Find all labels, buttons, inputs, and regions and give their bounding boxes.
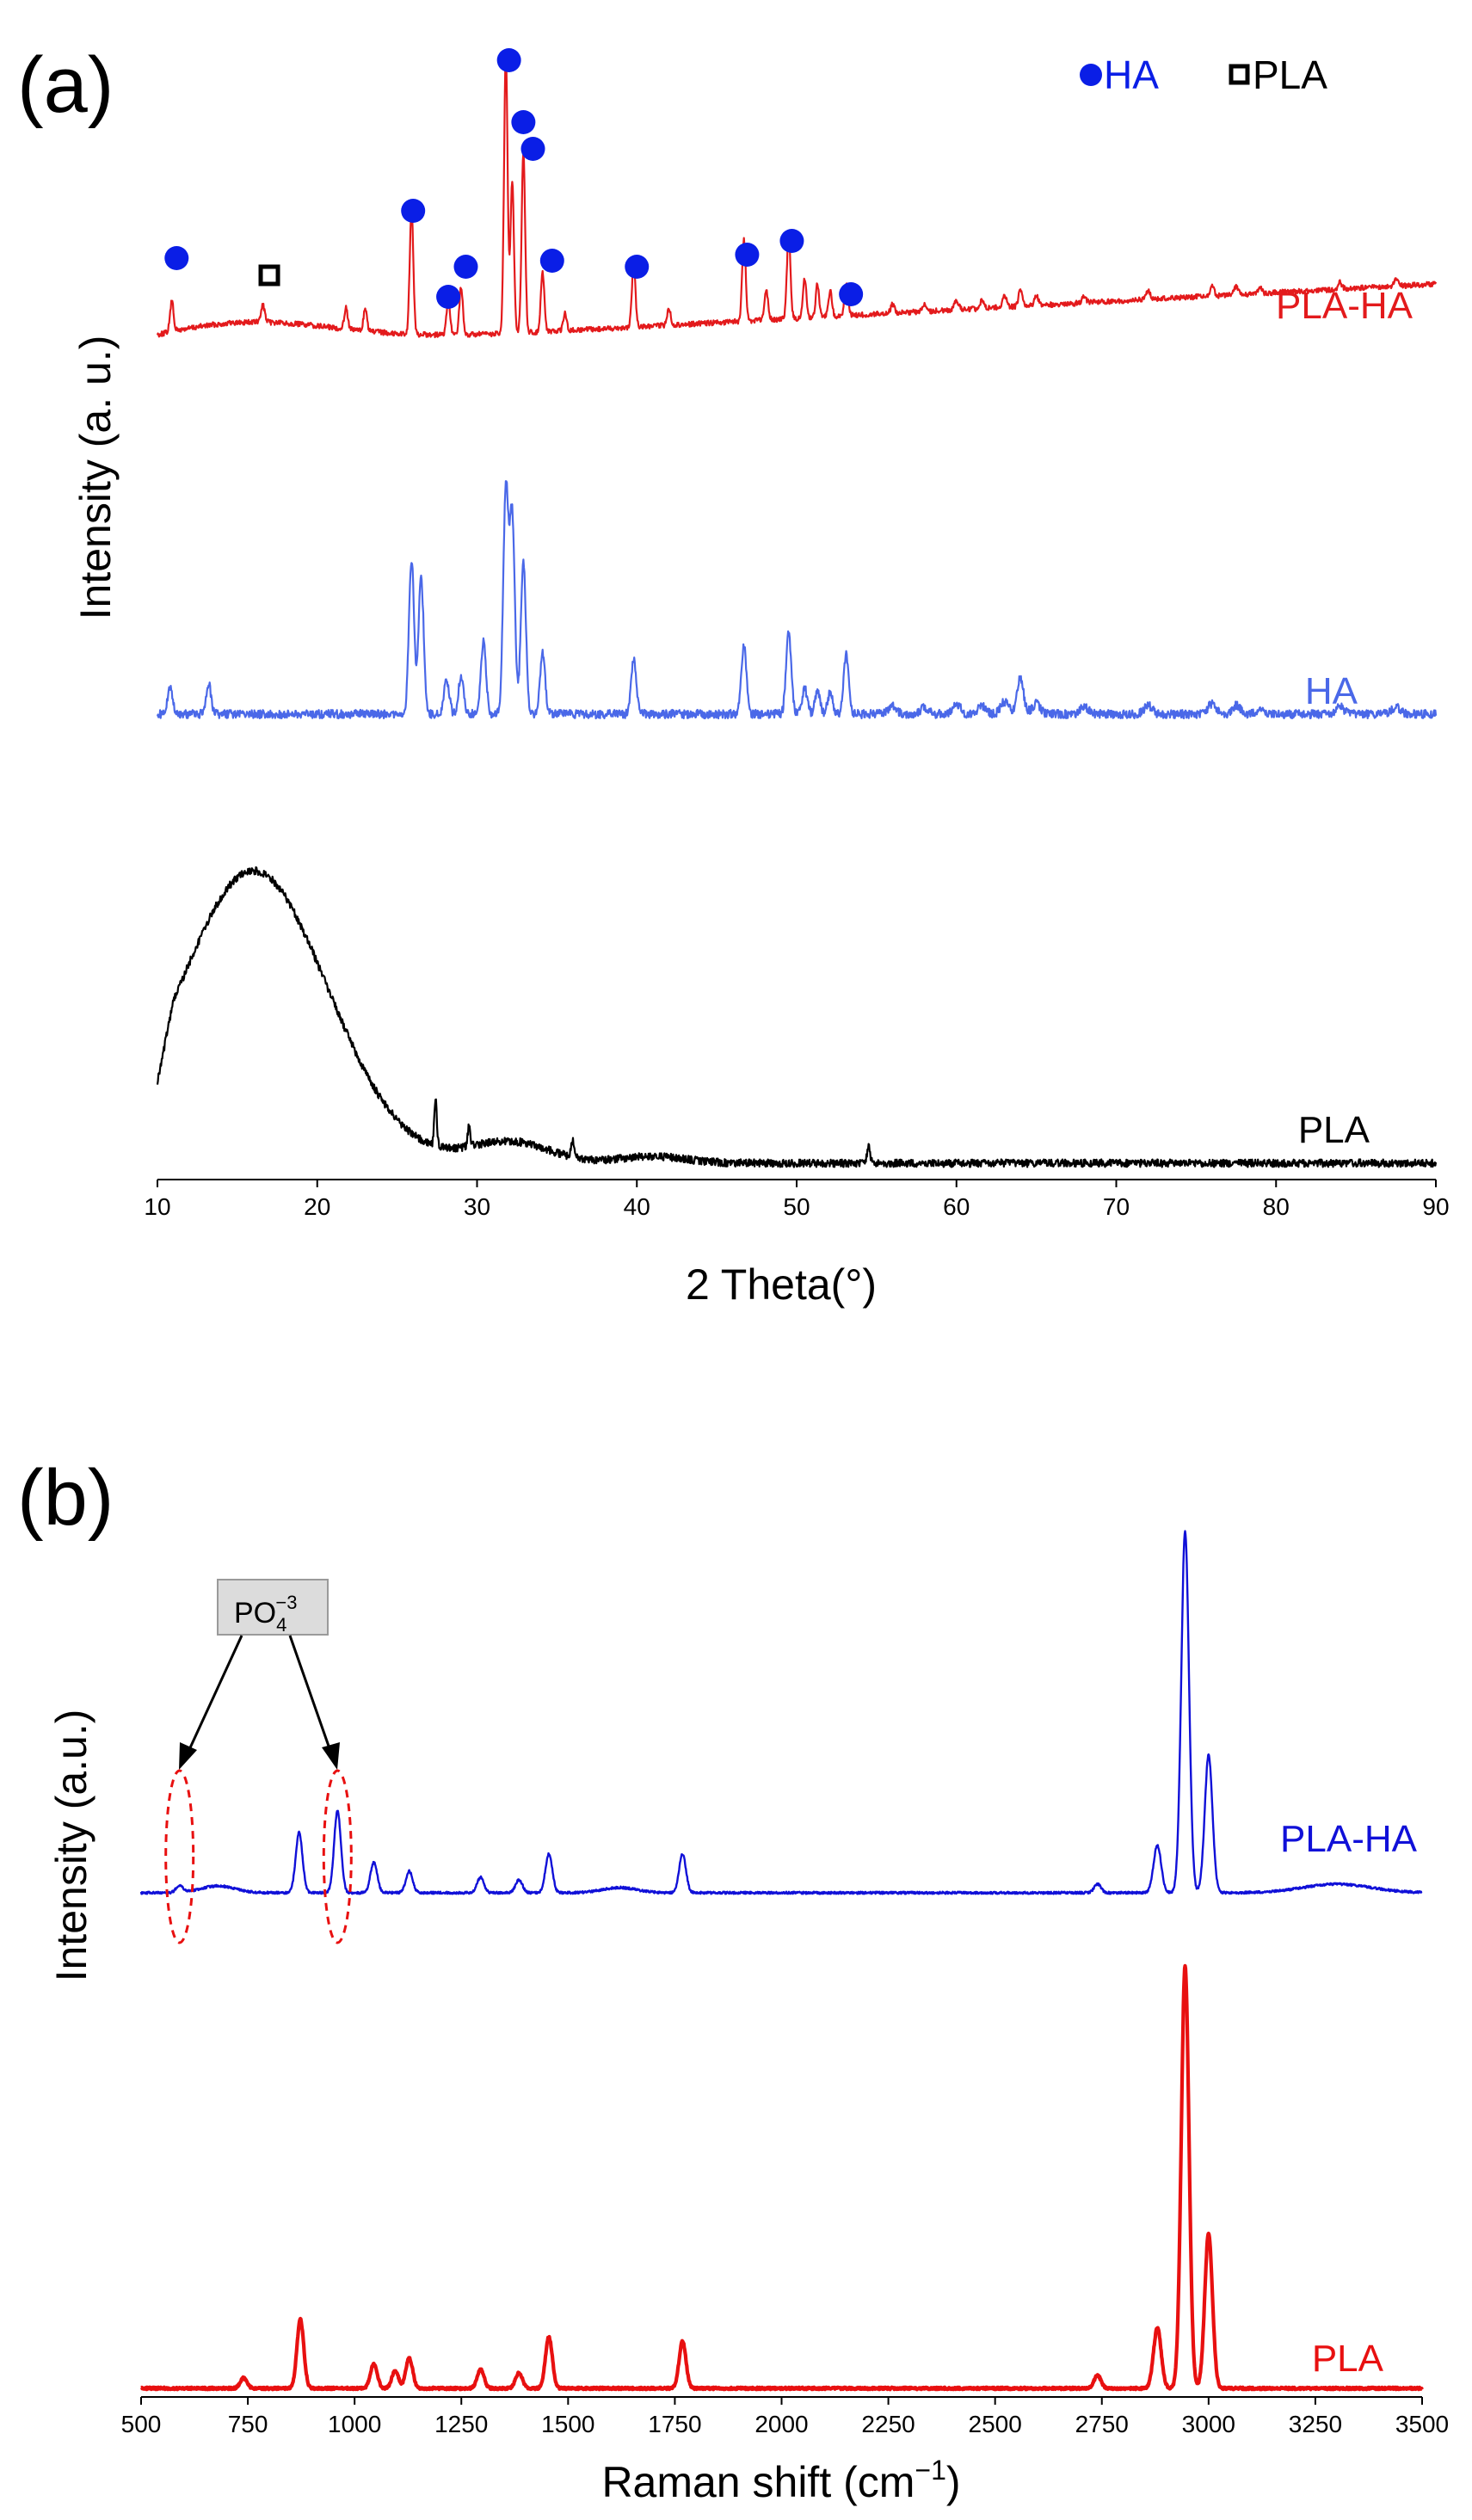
panel-a-series-group xyxy=(156,53,1438,1168)
x-tick-label-a-5: 60 xyxy=(943,1193,970,1220)
x-tick-label-b-0: 500 xyxy=(121,2411,162,2437)
x-tick-label-b-8: 2500 xyxy=(969,2411,1022,2437)
legend-ha-label: HA xyxy=(1104,52,1159,97)
panel-a-peak-markers xyxy=(164,48,864,309)
po4-arrow-right xyxy=(288,1635,333,1754)
series-label-pla-ha-b: PLA-HA xyxy=(1280,1818,1418,1860)
po4-label-box xyxy=(217,1579,329,1636)
po4-arrow-left xyxy=(186,1635,243,1754)
panel-a-x-ticks: 10 20 30 40 50 60 70 80 90 xyxy=(144,1180,1450,1220)
panel-a-y-axis-title: Intensity (a. u.) xyxy=(71,336,120,620)
x-tick-label-b-3: 1250 xyxy=(434,2411,488,2437)
x-tick-label-b-2: 1000 xyxy=(328,2411,381,2437)
x-tick-label-b-7: 2250 xyxy=(861,2411,915,2437)
legend-pla-label: PLA xyxy=(1253,52,1327,97)
series-label-pla-b: PLA xyxy=(1312,2338,1384,2380)
ha-peak-marker-6 xyxy=(511,110,536,134)
panel-b-x-axis-title: Raman shift (cm−1) xyxy=(601,2455,960,2506)
x-tick-label-b-12: 3500 xyxy=(1395,2411,1449,2437)
po4-arrowhead-right xyxy=(322,1742,340,1770)
po4-label: PO4−3 xyxy=(234,1592,297,1636)
ha-peak-marker-7 xyxy=(520,137,545,161)
panel-a-label: (a) xyxy=(17,41,114,129)
ha-peak-marker-5 xyxy=(496,48,521,72)
ha-peak-marker-12 xyxy=(839,282,864,306)
ha-peak-marker-8 xyxy=(539,249,564,273)
po4-region-right xyxy=(322,1769,353,1944)
x-tick-label-b-4: 1500 xyxy=(541,2411,594,2437)
panel-b-x-ticks: 500 750 1000 1250 1500 1750 2000 2250 2500 2750 30… xyxy=(121,2397,1449,2437)
x-tick-label-a-2: 30 xyxy=(464,1193,490,1220)
legend-pla-marker xyxy=(1229,64,1250,85)
series-label-pla-a: PLA xyxy=(1298,1109,1370,1151)
po4-region-left xyxy=(164,1769,195,1944)
xrd-line-pla xyxy=(156,866,1438,1168)
x-tick-label-a-6: 70 xyxy=(1103,1193,1130,1220)
xrd-line-ha xyxy=(156,480,1438,720)
series-label-ha-a: HA xyxy=(1305,670,1358,712)
x-tick-label-a-1: 20 xyxy=(304,1193,330,1220)
ha-peak-marker-0 xyxy=(164,246,189,270)
pla-peak-marker-1 xyxy=(258,264,280,287)
x-tick-label-a-3: 40 xyxy=(624,1193,650,1220)
panel-b-label: (b) xyxy=(17,1454,114,1542)
xrd-line-pla-ha xyxy=(156,53,1438,339)
po4-arrowhead-left xyxy=(179,1742,197,1770)
po4-annotation: PO4−3 xyxy=(164,1579,353,1944)
x-tick-label-b-11: 3250 xyxy=(1289,2411,1342,2437)
x-tick-label-b-10: 3000 xyxy=(1182,2411,1235,2437)
panel-a: (a) Intensity (a. u.) HA PLA PLA-HA HA P… xyxy=(17,41,1450,1309)
series-label-pla-ha-a: PLA-HA xyxy=(1276,285,1413,327)
ha-peak-marker-2 xyxy=(401,199,426,223)
ha-peak-marker-3 xyxy=(436,285,461,309)
panel-b-y-axis-title: Intensity (a.u.) xyxy=(47,1710,95,1982)
x-tick-label-a-0: 10 xyxy=(144,1193,170,1220)
ha-peak-marker-4 xyxy=(453,255,478,279)
ha-peak-marker-9 xyxy=(625,255,650,279)
panel-b: (b) Intensity (a.u.) PO4−3 PLA-HA PLA 50… xyxy=(17,1454,1449,2506)
x-tick-label-b-6: 2000 xyxy=(754,2411,808,2437)
ha-peak-marker-11 xyxy=(779,229,804,253)
panel-a-legend: HA PLA xyxy=(1080,52,1327,97)
x-tick-label-b-1: 750 xyxy=(228,2411,268,2437)
raman-line-pla-ha xyxy=(139,1530,1423,1895)
x-tick-label-a-4: 50 xyxy=(783,1193,810,1220)
x-tick-label-b-9: 2750 xyxy=(1075,2411,1129,2437)
ha-peak-marker-10 xyxy=(735,243,760,267)
x-tick-label-a-8: 90 xyxy=(1422,1193,1449,1220)
panel-a-x-axis-title: 2 Theta(°) xyxy=(686,1260,877,1309)
x-tick-label-a-7: 80 xyxy=(1263,1193,1290,1220)
legend-ha-marker xyxy=(1080,64,1102,86)
panel-b-series-group xyxy=(139,1530,1424,2392)
x-tick-label-b-5: 1750 xyxy=(648,2411,701,2437)
raman-line-pla xyxy=(139,1963,1424,2392)
